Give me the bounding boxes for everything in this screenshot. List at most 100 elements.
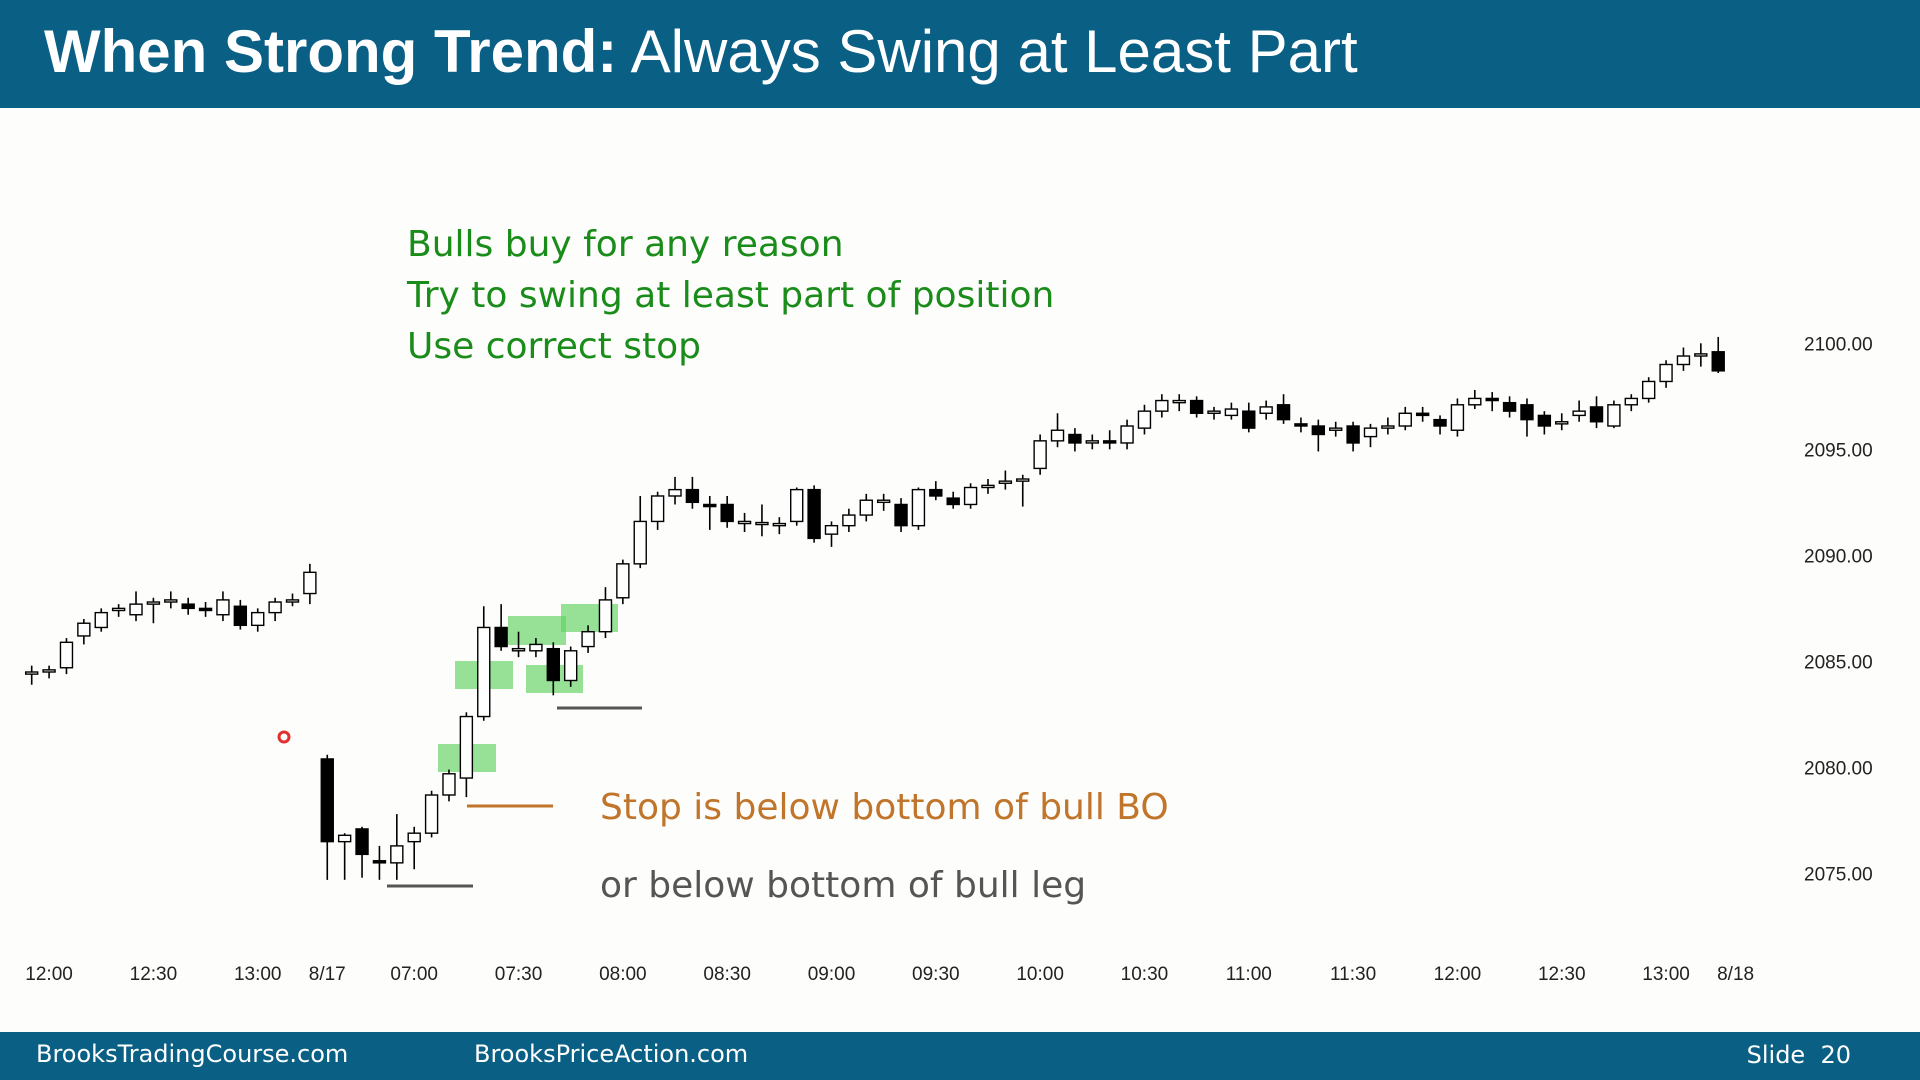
- candle-body: [650, 495, 665, 523]
- title-lead: When Strong Trend:: [44, 18, 617, 85]
- y-tick-label: 2095.00: [1804, 440, 1873, 461]
- candle-body: [668, 488, 682, 497]
- candle-body: [442, 773, 456, 796]
- candle-body: [1102, 440, 1117, 444]
- candle-body: [1363, 427, 1378, 438]
- candle-body: [1172, 399, 1186, 404]
- candle-body: [337, 834, 352, 843]
- x-tick-label: 8/17: [309, 964, 346, 985]
- candle-body: [894, 503, 908, 527]
- candle-body: [1276, 404, 1291, 421]
- candles: [24, 336, 1725, 880]
- candle-body: [1537, 414, 1552, 427]
- candle-body: [42, 669, 56, 673]
- candle-body: [511, 647, 526, 652]
- candle-body: [1137, 410, 1152, 429]
- candle-body: [477, 626, 491, 718]
- x-tick-label: 10:30: [1121, 964, 1169, 985]
- x-tick-label: 08:30: [703, 964, 751, 985]
- cursor-dot: [277, 730, 291, 744]
- candle-body: [268, 601, 282, 614]
- candle-body: [546, 647, 561, 682]
- candle-body: [146, 601, 161, 605]
- candle-body: [1624, 397, 1638, 406]
- candle-body: [1398, 412, 1412, 427]
- candle-body: [1676, 355, 1691, 366]
- candle-body: [1468, 397, 1482, 406]
- candle-body: [807, 488, 821, 540]
- candle-body: [1555, 421, 1569, 425]
- candle-body: [494, 626, 508, 648]
- candle-body: [1016, 478, 1030, 482]
- stop-note: or below bottom of bull leg: [600, 865, 1086, 906]
- candle-body: [876, 499, 891, 504]
- candle-body: [1189, 399, 1204, 414]
- candle-body: [77, 622, 91, 637]
- candle-body: [1050, 429, 1065, 442]
- x-tick-label: 07:00: [390, 964, 438, 985]
- candle-body: [1242, 410, 1256, 429]
- slide-number: Slide 20: [1747, 1041, 1851, 1069]
- candle-body: [1450, 404, 1465, 431]
- candle-body: [181, 603, 195, 610]
- candle-body: [407, 832, 421, 843]
- candle-body: [598, 599, 613, 633]
- candle-body: [616, 563, 630, 599]
- candle-body: [1659, 363, 1673, 383]
- note-line: Use correct stop: [407, 326, 701, 367]
- candle-body: [320, 758, 334, 843]
- candle-body: [24, 671, 39, 675]
- x-tick-label: 09:00: [808, 964, 856, 985]
- candle-body: [929, 488, 943, 497]
- title-main: Always Swing at Least Part: [631, 18, 1358, 85]
- candle-body: [772, 522, 787, 527]
- candle-body: [1520, 404, 1534, 421]
- candle-body: [1311, 425, 1326, 436]
- candle-body: [303, 571, 317, 595]
- candle-body: [1259, 406, 1273, 414]
- x-tick-label: 10:00: [1016, 964, 1064, 985]
- x-tick-label: 09:30: [912, 964, 960, 985]
- candle-body: [963, 486, 978, 506]
- candle-body: [111, 607, 126, 612]
- candle-body: [633, 520, 647, 565]
- candle-body: [720, 503, 734, 523]
- candle-body: [1224, 408, 1239, 417]
- candle-body: [372, 860, 387, 864]
- note-line: Try to swing at least part of position: [406, 275, 1054, 316]
- candle-body: [824, 524, 839, 535]
- x-tick-label: 12:00: [1434, 964, 1482, 985]
- candle-body: [998, 480, 1013, 484]
- candle-body: [981, 484, 995, 489]
- candle-body: [1033, 440, 1047, 470]
- candle-body: [911, 488, 926, 527]
- candle-body: [703, 503, 717, 508]
- x-tick-label: 13:00: [234, 964, 282, 985]
- y-tick-label: 2075.00: [1804, 865, 1873, 886]
- x-tick-label: 07:30: [495, 964, 543, 985]
- candle-body: [529, 643, 543, 652]
- candle-body: [94, 611, 108, 629]
- candle-body: [737, 520, 752, 525]
- y-tick-label: 2100.00: [1804, 334, 1873, 355]
- candle-body: [198, 607, 213, 612]
- candle-body: [755, 521, 769, 526]
- x-tick-label: 11:00: [1226, 964, 1272, 985]
- candle-body: [424, 794, 439, 834]
- x-tick-label: 12:30: [1538, 964, 1586, 985]
- candle-body: [251, 611, 265, 627]
- x-tick-label: 11:30: [1330, 964, 1376, 985]
- candle-body: [1641, 380, 1656, 400]
- candle-body: [859, 499, 873, 516]
- candle-body: [1711, 351, 1725, 372]
- candle-body: [164, 599, 178, 603]
- y-tick-label: 2080.00: [1804, 759, 1873, 780]
- x-tick-label: 13:00: [1642, 964, 1690, 985]
- bull-notes: Bulls buy for any reason Try to swing at…: [406, 224, 1054, 367]
- footer-link: BrooksTradingCourse.com: [36, 1040, 348, 1068]
- note-line: Bulls buy for any reason: [407, 224, 844, 265]
- candle-body: [1433, 418, 1447, 427]
- candle-body: [1329, 427, 1343, 431]
